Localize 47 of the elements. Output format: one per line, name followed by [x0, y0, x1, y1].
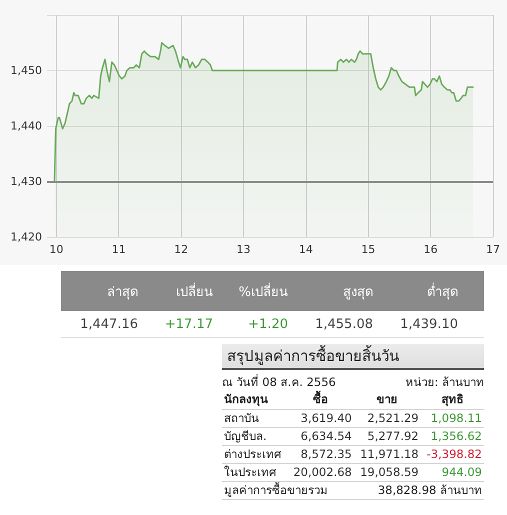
- x-tick-label: 14: [298, 243, 313, 256]
- text: สรุปมูลค่าการซื้อขายสิ้นวัน: [222, 344, 484, 370]
- category-label: สถาบัน: [222, 409, 288, 427]
- y-tick-label: 1,420: [10, 230, 42, 244]
- category-label: %เปลี่ยน: [238, 282, 288, 302]
- x-tick-label: 13: [236, 243, 250, 256]
- data-label: 1,098.11: [420, 409, 484, 427]
- x-tick-label: 12: [174, 243, 188, 256]
- data-label: -3,398.82: [420, 445, 484, 463]
- category-label: ต่ำสุด: [426, 282, 458, 302]
- legend-label: ขาย: [354, 391, 421, 409]
- category-label: ในประเทศ: [222, 463, 288, 481]
- data-label: 3,619.40: [287, 409, 354, 427]
- data-label: 20,002.68: [287, 463, 354, 481]
- category-label: สูงสุด: [342, 284, 373, 302]
- x-tick-label: 10: [49, 243, 64, 256]
- y-tick-label: 1,450: [10, 64, 42, 77]
- x-tick-label: 17: [486, 243, 500, 256]
- category-label: เปลี่ยน: [175, 282, 213, 302]
- x-tick-label: 11: [112, 243, 126, 256]
- data-label: 1,447.16: [79, 316, 138, 332]
- data-label: 19,058.59: [354, 463, 421, 481]
- text: 38,828.98 ล้านบาท: [354, 481, 484, 499]
- text: ณ วันที่ 08 ส.ค. 2556: [222, 375, 336, 390]
- data-label: 1,439.10: [399, 316, 458, 332]
- text: หน่วย: ล้านบาท: [405, 375, 484, 390]
- text: นักลงทุน: [222, 391, 288, 409]
- y-tick-label: 1,430: [10, 175, 42, 188]
- text: มูลค่าการซื้อขายรวม: [222, 481, 354, 499]
- data-label: 11,971.18: [354, 445, 421, 463]
- data-label: 1,455.08: [314, 316, 373, 332]
- data-label: 5,277.92: [354, 427, 421, 445]
- category-label: ต่างประเทศ: [222, 445, 288, 463]
- y-tick-label: 1,440: [10, 120, 42, 132]
- data-label: 8,572.35: [287, 445, 354, 463]
- data-label: +17.17: [164, 316, 213, 332]
- legend-label: ซื้อ: [287, 391, 354, 409]
- category-label: ล่าสุด: [106, 284, 138, 302]
- data-label: 2,521.29: [354, 409, 421, 427]
- x-tick-label: 16: [424, 243, 438, 256]
- text: สุทธิ: [420, 391, 484, 409]
- data-label: 6,634.54: [287, 427, 354, 445]
- x-tick-label: 15: [361, 243, 376, 256]
- data-label: +1.20: [247, 316, 288, 332]
- data-label: 1,356.62: [420, 427, 484, 445]
- data-label: 944.09: [420, 463, 484, 481]
- category-label: บัญชีบล.: [222, 427, 288, 445]
